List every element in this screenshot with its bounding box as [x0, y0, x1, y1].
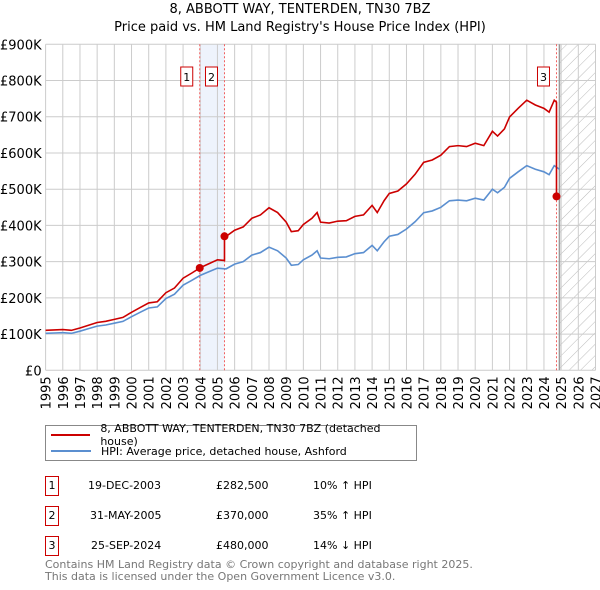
x-tick-label: 1998 — [91, 376, 106, 409]
transaction-price: £370,000 — [216, 509, 269, 522]
x-tick-label: 2011 — [315, 376, 330, 409]
x-tick-label: 1999 — [108, 376, 123, 409]
x-tick-label: 2008 — [263, 376, 278, 409]
y-tick-label: £500K — [0, 183, 42, 198]
sale-label: 1 — [183, 71, 190, 84]
y-tick-label: £600K — [0, 147, 42, 162]
sale-label-box — [204, 66, 218, 87]
transaction-row: 2 31-MAY-2005 £370,000 35% ↑ HPI — [45, 506, 445, 528]
chart-title: 8, ABBOTT WAY, TENTERDEN, TN30 7BZ — [169, 2, 431, 17]
price-chart: £0 £100K £200K £300K £400K £500K £600K £700K £80… — [0, 38, 600, 409]
x-tick-label: 2012 — [332, 376, 347, 409]
transaction-marker: 1 — [45, 476, 59, 496]
sale-label-box — [180, 66, 194, 87]
x-tick-label: 2014 — [366, 376, 381, 409]
x-tick-label: 2027 — [590, 376, 600, 409]
transaction-price: £282,500 — [216, 479, 269, 492]
transaction-marker: 2 — [45, 506, 59, 526]
y-tick-label: £400K — [0, 219, 42, 234]
transaction-date: 31-MAY-2005 — [90, 509, 162, 522]
transaction-price: £480,000 — [216, 539, 269, 552]
y-tick-label: £100K — [0, 328, 42, 343]
x-tick-label: 2001 — [143, 376, 158, 409]
transaction-marker: 3 — [45, 536, 59, 556]
legend: 8, ABBOTT WAY, TENTERDEN, TN30 7BZ (deta… — [45, 422, 417, 461]
transaction-row: 3 25-SEP-2024 £480,000 14% ↓ HPI — [45, 536, 445, 558]
sale-point — [220, 232, 229, 241]
x-tick-label: 2007 — [246, 376, 261, 409]
sale-label: 2 — [208, 71, 215, 84]
x-tick-label: 2018 — [435, 376, 450, 409]
forecast-hatch — [559, 44, 596, 371]
x-tick-label: 1997 — [74, 376, 89, 409]
x-tick-label: 2002 — [160, 376, 175, 409]
transaction-hpi: 10% ↑ HPI — [313, 479, 372, 492]
y-tick-label: £200K — [0, 292, 42, 307]
x-tick-label: 2024 — [538, 376, 553, 409]
x-tick-label: 2020 — [469, 376, 484, 409]
x-tick-label: 2000 — [126, 376, 141, 409]
transaction-date: 19-DEC-2003 — [88, 479, 162, 492]
x-tick-label: 2023 — [521, 376, 536, 409]
x-tick-label: 2016 — [400, 376, 415, 409]
hpi-legend-line — [51, 450, 91, 452]
property-legend-label: 8, ABBOTT WAY, TENTERDEN, TN30 7BZ (deta… — [100, 422, 381, 448]
transaction-hpi: 14% ↓ HPI — [313, 539, 372, 552]
sale-point — [552, 192, 561, 201]
x-tick-label: 2019 — [452, 376, 467, 409]
footer-line-1: Contains HM Land Registry data © Crown c… — [45, 558, 473, 571]
sale-label-box — [536, 66, 550, 87]
x-tick-label: 2010 — [297, 376, 312, 409]
x-tick-label: 1996 — [57, 376, 72, 409]
sale-label: 3 — [540, 71, 547, 84]
footer-line-2: This data is licensed under the Open Gov… — [45, 570, 396, 583]
y-tick-label: £800K — [0, 75, 42, 90]
x-tick-label: 2026 — [572, 376, 587, 409]
transaction-date: 25-SEP-2024 — [91, 539, 162, 552]
hpi-legend-label: HPI: Average price, detached house, Ashf… — [101, 444, 347, 458]
x-tick-label: 2003 — [177, 376, 192, 409]
y-tick-label: £900K — [0, 38, 42, 53]
y-tick-label: £0 — [25, 364, 42, 379]
x-tick-label: 2004 — [194, 376, 209, 409]
x-tick-label: 2021 — [486, 376, 501, 409]
hpi-line — [45, 164, 560, 335]
x-tick-label: 2013 — [349, 376, 364, 409]
x-tick-label: 2025 — [555, 376, 570, 409]
x-tick-label: 2006 — [229, 376, 244, 409]
transaction-row: 1 19-DEC-2003 £282,500 10% ↑ HPI — [45, 476, 445, 498]
x-tick-label: 1995 — [40, 376, 55, 409]
property-line — [45, 98, 558, 332]
property-legend-line — [51, 434, 91, 436]
x-tick-label: 2017 — [418, 376, 433, 409]
y-tick-label: £700K — [0, 111, 42, 126]
y-tick-label: £300K — [0, 256, 42, 271]
x-tick-label: 2009 — [280, 376, 295, 409]
footer: Contains HM Land Registry data © Crown c… — [45, 559, 473, 583]
x-tick-label: 2022 — [504, 376, 519, 409]
chart-subtitle: Price paid vs. HM Land Registry's House … — [114, 20, 486, 35]
sale-point — [195, 263, 204, 272]
transaction-hpi: 35% ↑ HPI — [313, 509, 372, 522]
x-tick-label: 2005 — [211, 376, 226, 409]
sale-period-shade — [199, 44, 225, 371]
x-tick-label: 2015 — [383, 376, 398, 409]
